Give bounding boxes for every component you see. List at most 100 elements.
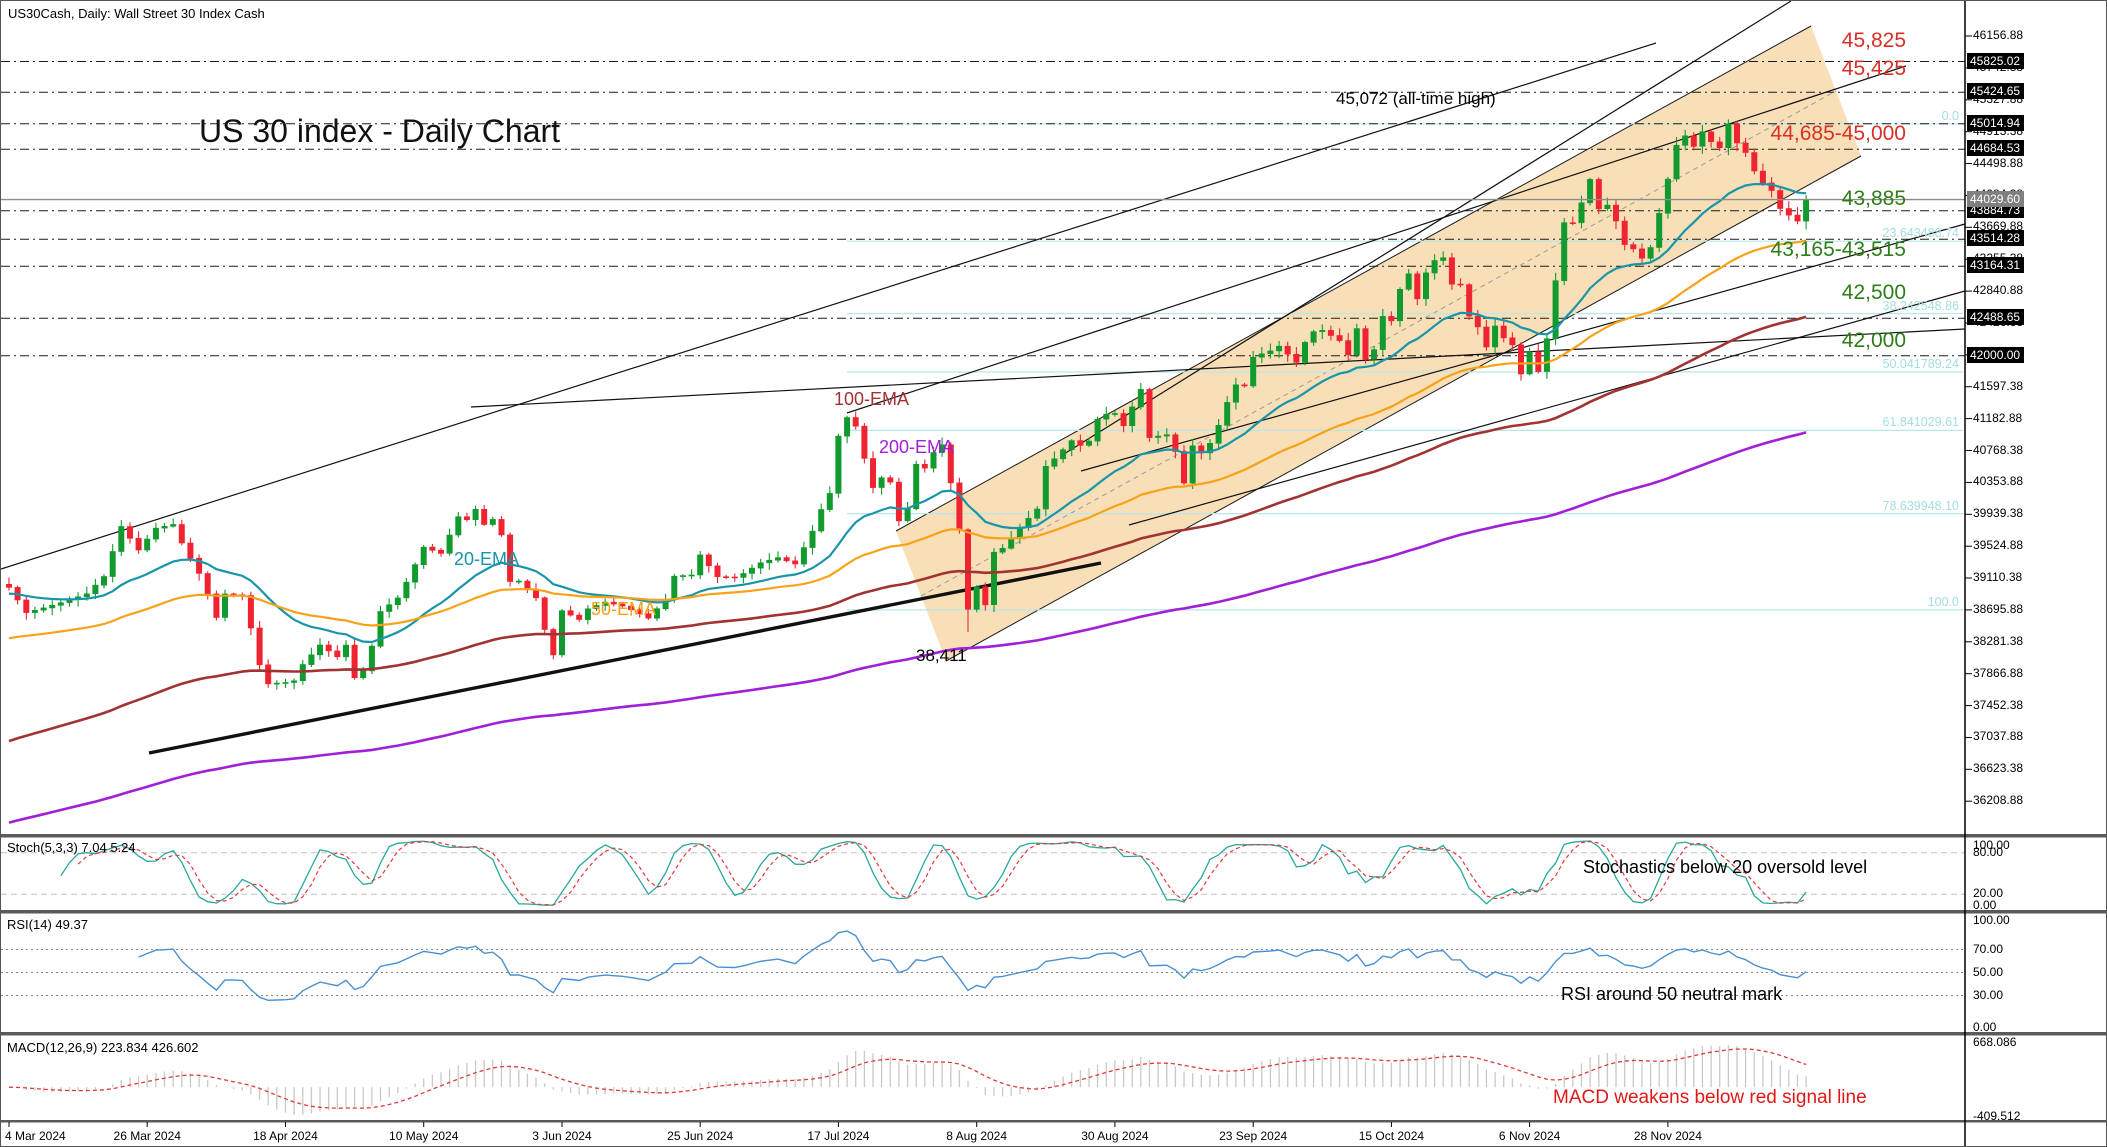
level-annotation[interactable]: 45,825 [1841,29,1906,52]
price-axis-label: 41182.88 [1973,410,2023,425]
level-annotation[interactable]: 42,000 [1841,329,1906,352]
date-label: 28 Nov 2024 [1633,1129,1702,1143]
macd-indicator-label: MACD(12,26,9) 223.834 426.602 [7,1040,199,1055]
price-axis-label: 41597.38 [1973,378,2024,393]
candlesticks [6,119,1810,690]
date-label: 4 Mar 2024 [5,1129,66,1143]
rsi-indicator-label: RSI(14) 49.37 [7,917,88,932]
level-annotation[interactable]: 44,685-45,000 [1770,122,1906,145]
price-axis-label: 40768.38 [1973,442,2024,457]
ema20-label[interactable]: 20-EMA [454,549,520,569]
macd-histogram [16,1045,1807,1115]
ema20-line [8,182,1807,644]
price-axis-label: 43669.88 [1973,219,2024,234]
channel-upper-edge [895,25,1812,532]
price-axis-label: 40353.88 [1973,474,2024,489]
macd-annotation[interactable]: MACD weakens below red signal line [1553,1087,1867,1108]
price-level-box: 45424.65 [1967,83,2025,100]
fib-label: 100.0 [1927,594,1959,609]
stoch-k-line [60,840,1807,906]
ema-lines[interactable] [8,182,1807,824]
stoch-axis-label: 80.00 [1973,844,2004,859]
macd-axis-label: -409.512 [1973,1109,2021,1123]
date-label: 6 Nov 2024 [1498,1129,1561,1143]
macd-axis-label: 668.086 [1973,1035,2017,1049]
level-annotation[interactable]: 43,165-43,515 [1770,238,1906,261]
price-axis-label: 42840.88 [1973,283,2024,298]
level-annotation[interactable]: 42,500 [1841,281,1906,304]
rsi-panel[interactable] [1,914,1965,1031]
price-axis-label: 39939.38 [1973,506,2024,521]
trend-channel[interactable] [895,25,1862,662]
ema50-label[interactable]: 50-EMA [591,599,657,619]
fib-label: 0.0 [1941,108,1959,123]
price-level-box: 44684.53 [1967,140,2025,157]
stoch-axis-label: 0.00 [1973,898,1997,912]
date-label: 17 Jul 2024 [807,1129,870,1143]
fib-label: 38.242548.86 [1882,298,1959,313]
trendline-steep [1063,1,1792,455]
date-label: 18 Apr 2024 [253,1129,318,1143]
ema200-label[interactable]: 200-EMA [879,437,955,457]
price-axis-label: 39110.38 [1973,570,2023,585]
fib-label: 50.041789.24 [1882,356,1959,371]
all-time-high-annotation[interactable]: 45,072 (all-time high) [1336,89,1496,108]
date-label: 30 Aug 2024 [1081,1129,1149,1143]
level-annotation[interactable]: 43,885 [1841,187,1906,210]
price-level-box: 43514.28 [1967,230,2025,247]
price-level-box: 42000.00 [1967,346,2025,363]
rsi-line [138,930,1807,1002]
price-level-box: 42488.65 [1967,309,2025,326]
fib-label: 23.643488.74 [1882,226,1959,241]
uptrend-line-long [1,42,1657,570]
channel-midline [920,90,1837,597]
ema50-line [8,239,1807,640]
price-axis-label: 38281.38 [1973,633,2024,648]
stoch-axis-label: 100.00 [1973,838,2010,852]
price-level-box: 45825.02 [1967,52,2025,69]
date-label: 25 Jun 2024 [667,1129,734,1143]
rsi-axis-label: 0.00 [1973,1020,1997,1034]
date-label: 26 Mar 2024 [113,1129,181,1143]
stoch-axis-label: 20.00 [1973,886,2004,901]
symbol-title: US30Cash, Daily: Wall Street 30 Index Ca… [8,6,265,21]
fib-label: 78.639948.10 [1882,498,1959,513]
ema100-label[interactable]: 100-EMA [834,389,910,409]
rsi-axis-label: 70.00 [1973,941,2004,956]
price-axis-label: 46156.88 [1973,28,2024,42]
macd-signal-line [8,1048,1807,1109]
rsi-axis-label: 30.00 [1973,987,2004,1002]
price-axis-label: 38695.88 [1973,601,2024,616]
price-axis-label: 36623.38 [1973,761,2024,776]
channel-lower-edge [945,155,1862,662]
price-axis-label: 44498.88 [1973,155,2024,170]
trendline-flat [470,328,1966,408]
rsi-annotation[interactable]: RSI around 50 neutral mark [1561,984,1783,1004]
trendline-parallel-b [1128,290,1966,526]
price-level-box: 43164.31 [1967,257,2025,274]
support-trendline-thick [148,561,1102,755]
fib-label: 61.841029.61 [1882,415,1959,430]
ema200-line [8,431,1807,824]
price-level-box: 45014.94 [1967,114,2025,131]
level-annotation[interactable]: 45,425 [1841,57,1906,80]
crash-low-annotation[interactable]: 38,411 [916,646,967,665]
price-axis-label: 37866.88 [1973,665,2024,680]
price-axis-label: 36208.88 [1973,793,2024,808]
price-axis-label: 37037.88 [1973,729,2024,744]
stochastic-indicator-label: Stoch(5,3,3) 7.04 5.24 [7,840,136,855]
rsi-axis-label: 50.00 [1973,964,2004,979]
support-resistance-lines[interactable] [1,61,1965,357]
stochastic-annotation[interactable]: Stochastics below 20 oversold level [1583,857,1868,877]
date-label: 23 Sep 2024 [1219,1129,1288,1143]
rsi-axis-label: 100.00 [1973,913,2010,927]
date-label: 8 Aug 2024 [946,1129,1008,1143]
price-axis-label: 37452.38 [1973,697,2024,712]
trendlines[interactable] [1,1,1966,755]
stoch-d-line [77,840,1807,906]
price-axis-label: 39524.88 [1973,538,2024,553]
current-price-box: 44029.60 [1967,190,2025,207]
chart-title-annotation[interactable]: US 30 index - Daily Chart [199,113,561,149]
date-label: 10 May 2024 [389,1129,459,1143]
